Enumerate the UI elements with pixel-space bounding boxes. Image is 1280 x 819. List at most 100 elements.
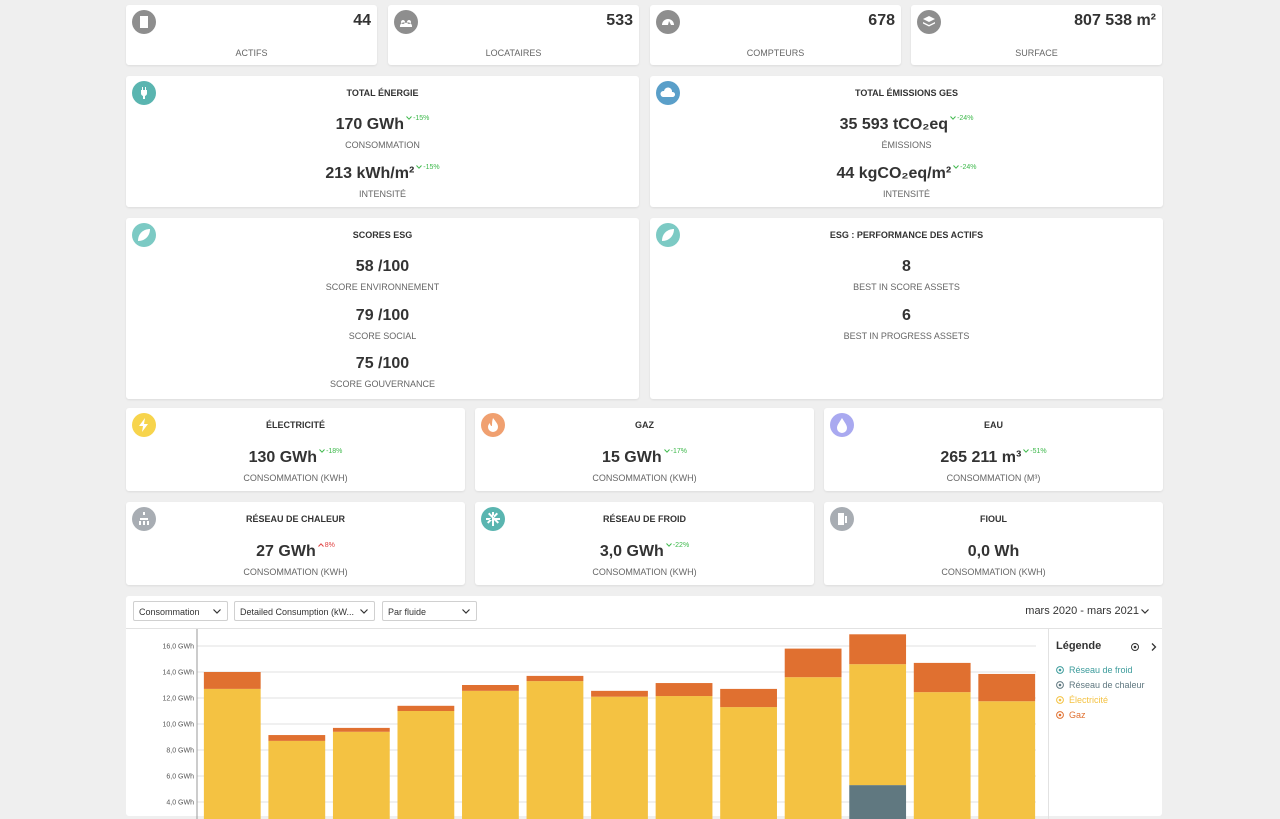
bar-segment [332,727,390,732]
bar-segment [526,675,584,682]
icon-glyph [923,16,935,27]
metric: 213 kWh/m² -15% INTENSITÉ [126,164,639,199]
arrow [360,609,368,614]
change-text: -18% [326,448,343,455]
card: 678 COMPTEURS [650,5,901,65]
card: EAU 265 211 m³ -51% CONSOMMATION (M³) [824,408,1163,491]
icon-glyph [139,418,148,432]
card: 44 ACTIFS [126,5,377,65]
dropdown[interactable]: Detailed Consumption (kW... [234,601,375,621]
chevron [317,543,324,547]
bar-segment [913,662,971,693]
metric-value: 265 211 m³ [940,449,1022,466]
metric: 35 593 tCO₂eq -24% ÉMISSIONS [650,115,1163,150]
y-tick-label: 14,0 GWh [162,670,194,677]
chevron-line [953,165,960,170]
bar-segment [720,707,777,819]
target-icon[interactable] [1131,643,1139,651]
dropdown[interactable]: Consommation [133,601,228,621]
card-title: TOTAL ÉMISSIONS GES [854,88,959,98]
metric-line: 27 GWh 8% [126,542,465,561]
legend-item[interactable]: Réseau de froid [1056,665,1133,675]
chevron-line [416,165,423,170]
icon-glyph [140,87,148,99]
dropdown-arrow [213,609,221,614]
legend-swatch [1056,666,1064,674]
legend-label: Électricité [1069,695,1109,705]
icon [656,81,680,105]
legend-item[interactable]: Gaz [1056,710,1086,720]
legend-item[interactable]: Électricité [1056,695,1108,705]
arrow [462,609,470,614]
card: GAZ 15 GWh -17% CONSOMMATION (KWH) [475,408,814,491]
metric-value: 170 GWh [335,116,405,133]
chevron-line [950,116,956,121]
metric: 75 /100 SCORE GOUVERNANCE [126,355,639,389]
y-tick-label: 12,0 GWh [162,696,194,703]
bar-segment [913,692,971,819]
card-title: RÉSEAU DE CHALEUR [245,514,345,524]
stat-label: LOCATAIRES [485,48,542,58]
bar-segment [655,696,713,819]
chevron [319,449,325,454]
icon-glyph [662,229,674,241]
next-icon[interactable] [1151,643,1157,651]
bar-segment [268,740,326,819]
metric-change: -51% [1023,448,1047,455]
metric: 0,0 Wh CONSOMMATION (KWH) [824,543,1163,577]
metric: 130 GWh -18% CONSOMMATION (KWH) [126,448,465,483]
icon [132,10,156,34]
legend-label: Réseau de froid [1069,665,1133,675]
metric-change: -15% [406,115,429,122]
metric-change: -18% [319,448,342,455]
swatch-ring [1056,666,1064,674]
metric-value: 6 [902,306,911,324]
period-picker[interactable]: mars 2020 - mars 2021 [1025,605,1139,617]
chevron-line [1023,449,1030,454]
metric-label: CONSOMMATION (KWH) [592,473,697,483]
bar-segment [397,711,455,819]
bar-segment [849,664,907,786]
card-title: ÉLECTRICITÉ [265,420,325,430]
legend-swatch [1056,711,1064,719]
metric-value: 58 /100 [355,258,410,275]
chart: 4,0 GWh 6,0 GWh 8,0 GWh 10,0 GWh 12,0 GWh 14,… [162,629,1036,819]
icon-circle [394,10,418,34]
metric-value: 130 GWh [248,449,318,466]
card-title: FIOUL [980,514,1007,524]
metric-line: 130 GWh -18% [126,448,465,467]
icon [481,413,505,437]
card-title: EAU [983,420,1003,430]
chevron-line [317,543,324,547]
icon [132,81,156,105]
card: SCORES ESG 58 /100 SCORE ENVIRONNEMENT 79 /… [126,218,639,399]
icon-glyph [838,513,847,525]
legend-item[interactable]: Réseau de chaleur [1056,680,1145,690]
change-text: -17% [670,448,687,455]
dropdown[interactable]: Par fluide [382,601,477,621]
y-tick-label: 6,0 GWh [166,774,194,781]
metric: 170 GWh -15% CONSOMMATION [126,115,639,150]
dropdown-text: Par fluide [388,607,427,617]
card-title: GAZ [635,420,654,430]
icon [830,413,854,437]
metric-value: 79 /100 [355,306,410,324]
bar-segment [591,690,648,697]
stat-label: COMPTEURS [746,48,805,58]
dropdown-arrow [462,609,470,614]
legend-title: Légende [1056,640,1102,652]
stat-label: SURFACE [1015,48,1058,58]
bar-segment [978,701,1036,819]
metric-line: 79 /100 [126,307,639,325]
metric-line: 58 /100 [126,258,639,276]
metric-line: 35 593 tCO₂eq -24% [650,115,1163,134]
legend-label: Gaz [1069,710,1086,720]
y-tick-label: 8,0 GWh [166,748,194,755]
bar-segment [978,673,1036,702]
card: 807 538 m² SURFACE [911,5,1162,65]
metric-value: 35 593 tCO₂eq [839,116,949,133]
change-text: -22% [672,542,690,549]
swatch-ring [1056,711,1064,719]
metric: 27 GWh 8% CONSOMMATION (KWH) [126,542,465,577]
change-text: -51% [1030,448,1047,455]
